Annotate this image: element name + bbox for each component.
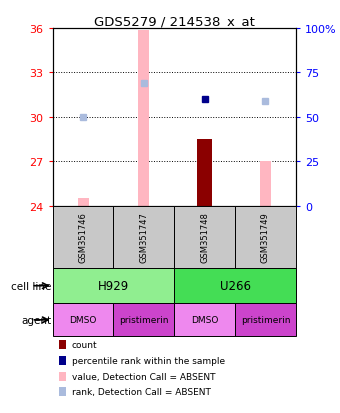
FancyBboxPatch shape [235, 304, 296, 337]
FancyBboxPatch shape [114, 304, 174, 337]
Text: GSM351749: GSM351749 [261, 212, 270, 263]
Text: pristimerin: pristimerin [119, 316, 169, 325]
Bar [138, 31, 149, 206]
Text: value, Detection Call = ABSENT: value, Detection Call = ABSENT [72, 372, 215, 381]
FancyBboxPatch shape [114, 206, 174, 268]
Text: GSM351747: GSM351747 [139, 212, 148, 263]
FancyBboxPatch shape [53, 268, 174, 304]
Text: percentile rank within the sample: percentile rank within the sample [72, 356, 225, 365]
Text: DMSO: DMSO [69, 316, 97, 325]
Bar [78, 198, 88, 206]
Text: pristimerin: pristimerin [241, 316, 290, 325]
Bar [260, 161, 271, 206]
FancyBboxPatch shape [235, 206, 296, 268]
Title: GDS5279 / 214538_x_at: GDS5279 / 214538_x_at [94, 15, 255, 28]
FancyBboxPatch shape [53, 304, 114, 337]
Text: count: count [72, 340, 97, 349]
Bar [197, 140, 212, 206]
Text: GSM351746: GSM351746 [79, 212, 88, 263]
Text: U266: U266 [220, 280, 251, 292]
FancyBboxPatch shape [174, 304, 235, 337]
Text: cell line: cell line [11, 281, 51, 291]
Text: agent: agent [21, 315, 51, 325]
FancyBboxPatch shape [53, 206, 114, 268]
Text: rank, Detection Call = ABSENT: rank, Detection Call = ABSENT [72, 387, 210, 396]
Text: H929: H929 [98, 280, 129, 292]
FancyBboxPatch shape [174, 206, 235, 268]
Text: GSM351748: GSM351748 [200, 212, 209, 263]
FancyBboxPatch shape [174, 268, 296, 304]
Text: DMSO: DMSO [191, 316, 218, 325]
